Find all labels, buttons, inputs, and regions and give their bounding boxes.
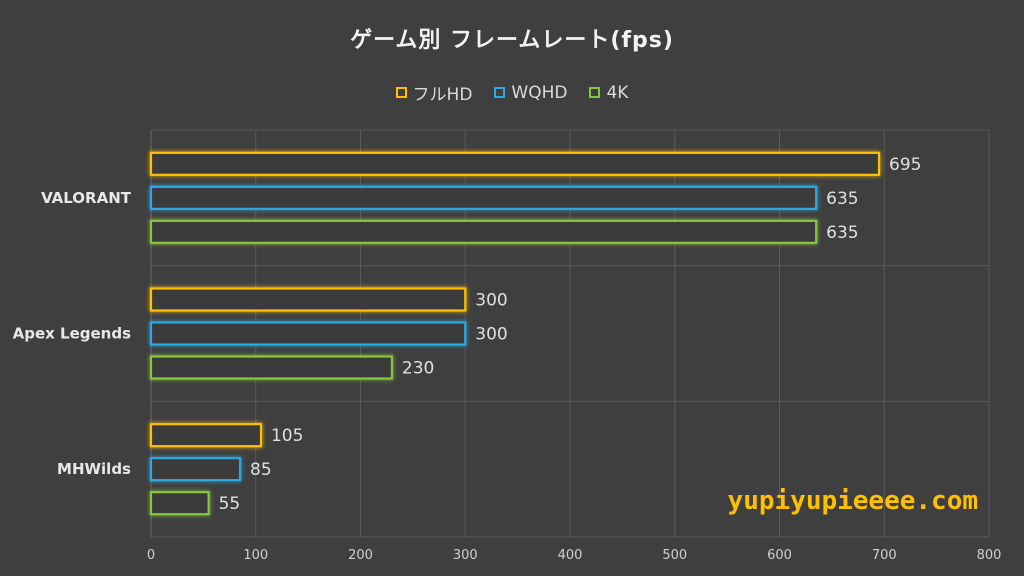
site-watermark: yupiyupieeee.com: [727, 486, 978, 516]
bar-mhwilds-1: [149, 457, 242, 482]
data-label-valorant-0: 695: [889, 155, 921, 175]
bar-valorant-0: [149, 151, 881, 176]
bar-apex-legends-1: [149, 321, 467, 346]
data-label-mhwilds-0: 105: [271, 426, 303, 446]
data-label-apex-legends-2: 230: [402, 359, 434, 379]
x-tick-label-0: 0: [147, 548, 155, 563]
data-label-apex-legends-1: 300: [475, 325, 507, 345]
bar-apex-legends-0: [149, 287, 467, 312]
legend-label-4k: 4K: [606, 82, 629, 103]
x-tick-label-800: 800: [977, 548, 1002, 563]
bar-apex-legends-2: [149, 355, 394, 380]
data-label-apex-legends-0: 300: [475, 291, 507, 311]
x-tick-label-300: 300: [453, 548, 478, 563]
x-tick-label-700: 700: [872, 548, 897, 563]
data-label-valorant-2: 635: [826, 223, 858, 243]
bar-valorant-1: [149, 185, 818, 210]
x-tick-label-500: 500: [662, 548, 687, 563]
x-tick-label-600: 600: [767, 548, 792, 563]
data-label-mhwilds-1: 85: [250, 460, 272, 480]
legend-item-fullhd: フルHD: [395, 80, 473, 105]
bar-mhwilds-0: [149, 423, 263, 448]
legend-label-fullhd: フルHD: [412, 85, 473, 105]
legend-swatch-fullhd: [395, 87, 407, 98]
category-label-valorant: VALORANT: [41, 189, 132, 207]
x-tick-label-400: 400: [558, 548, 583, 563]
legend-item-4k: 4K: [589, 80, 628, 105]
category-label-apex-legends: Apex Legends: [13, 325, 131, 343]
chart-legend: フルHD WQHD 4K: [0, 80, 1024, 105]
legend-item-wqhd: WQHD: [494, 80, 567, 105]
data-label-mhwilds-2: 55: [219, 494, 241, 514]
data-label-valorant-1: 635: [826, 189, 858, 209]
category-label-mhwilds: MHWilds: [57, 460, 131, 478]
legend-swatch-4k: [589, 87, 601, 98]
legend-swatch-wqhd: [494, 87, 506, 98]
x-tick-label-100: 100: [243, 548, 268, 563]
x-tick-label-200: 200: [348, 548, 373, 563]
chart-title: ゲーム別 フレームレート(fps): [350, 28, 674, 53]
legend-label-wqhd: WQHD: [511, 82, 568, 103]
bar-mhwilds-2: [149, 491, 210, 516]
bar-valorant-2: [149, 219, 818, 244]
